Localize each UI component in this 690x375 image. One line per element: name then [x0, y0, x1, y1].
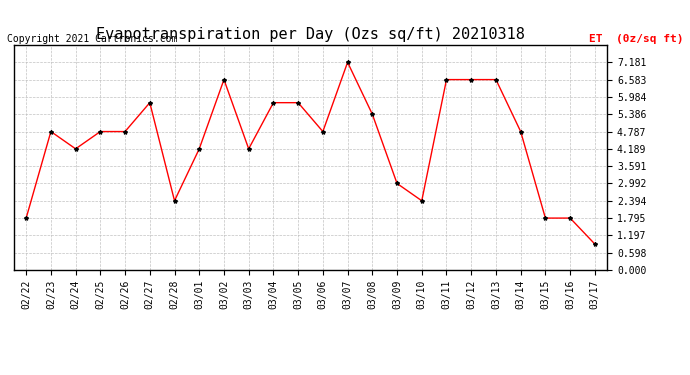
Text: Copyright 2021 Cartronics.com: Copyright 2021 Cartronics.com — [7, 34, 177, 44]
Title: Evapotranspiration per Day (Ozs sq/ft) 20210318: Evapotranspiration per Day (Ozs sq/ft) 2… — [96, 27, 525, 42]
Text: ET  (0z/sq ft): ET (0z/sq ft) — [589, 34, 683, 44]
